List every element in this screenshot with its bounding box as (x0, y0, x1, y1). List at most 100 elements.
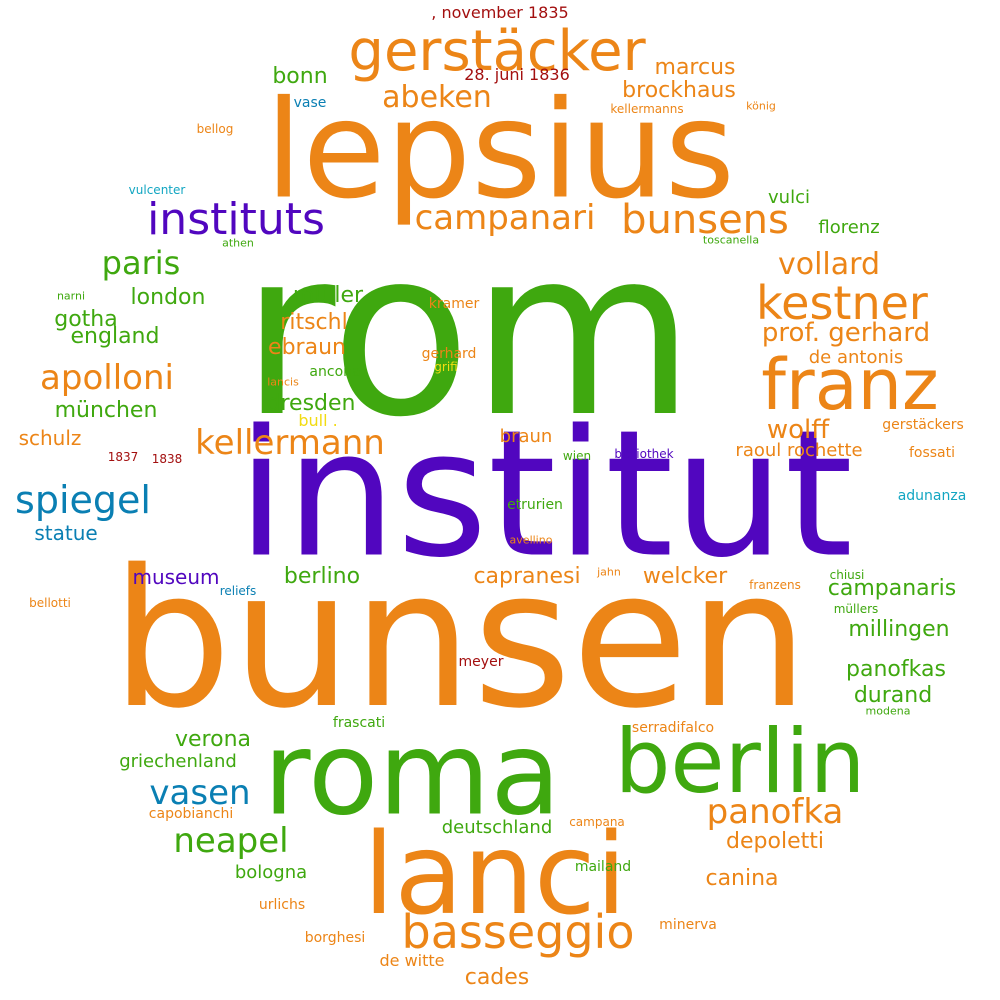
word-vasen: vasen (149, 773, 251, 813)
word-wolff: wolff (766, 415, 830, 445)
word-spiegel: spiegel (15, 478, 151, 522)
word-bibliothek: bibliothek (614, 447, 674, 461)
word-bunsen: bunsen (111, 529, 809, 750)
word-basseggio: basseggio (401, 905, 635, 959)
word-lanci: lanci (363, 810, 627, 940)
word-raoul-rochette: raoul rochette (735, 440, 863, 461)
word-gerstacker: gerstäcker (348, 19, 646, 84)
word-kellermann: kellermann (195, 423, 385, 463)
word-instituts: instituts (147, 194, 325, 245)
word-lancis: lancis (267, 375, 299, 389)
word-neapel: neapel (173, 821, 289, 861)
word-millingen: millingen (848, 617, 950, 642)
word-london: london (130, 285, 206, 310)
word-ancona: ancona (309, 364, 361, 380)
word-modena: modena (865, 704, 911, 718)
word-institut: institut (236, 393, 854, 597)
word-cades: cades (464, 965, 530, 990)
word-meyer: meyer (458, 654, 504, 670)
word-muller: müller (292, 283, 364, 308)
word-de-witte: de witte (379, 951, 445, 970)
word-panofkas: panofkas (846, 657, 946, 682)
word-kestner: kestner (756, 276, 928, 330)
word-braun: braun (499, 426, 553, 447)
word-lepsius: lepsius (265, 71, 735, 229)
word-apolloni: apolloni (40, 358, 174, 398)
word-november-1835: , november 1835 (431, 3, 569, 22)
word-england: england (70, 324, 160, 349)
word-statue: statue (34, 521, 98, 545)
word-florenz: florenz (818, 217, 880, 238)
word-dresden: dresden (266, 391, 356, 416)
word-toscanella: toscanella (702, 233, 760, 247)
word-minerva: minerva (659, 917, 717, 933)
word-bologna: bologna (234, 862, 308, 883)
word-wien: wien (562, 449, 592, 463)
word-narni: narni (56, 289, 86, 303)
word-franzens: franzens (749, 578, 801, 592)
word-depoletti: depoletti (726, 829, 824, 854)
word-panofka: panofka (706, 792, 844, 832)
word-28-juni-1836: 28. juni 1836 (464, 65, 570, 84)
word-frascati: frascati (332, 715, 386, 731)
word-munchen: münchen (54, 398, 158, 423)
word-grifi: grifi (434, 360, 458, 374)
word-gerhard: gerhard (421, 346, 477, 362)
word-fossati: fossati (908, 445, 956, 461)
word-adunanza: adunanza (897, 488, 967, 504)
word-marcus: marcus (654, 55, 736, 80)
word-mailand: mailand (574, 859, 632, 875)
word-konig: könig (746, 99, 776, 113)
word-urlichs: urlichs (258, 897, 306, 913)
word-griechenland: griechenland (119, 751, 237, 772)
word-canina: canina (705, 866, 779, 891)
word-mullers: müllers (833, 602, 879, 616)
word-welcker: welcker (642, 564, 728, 589)
word-franz: franz (761, 344, 939, 426)
word-abeken: abeken (382, 80, 492, 115)
word-athen: athen (222, 236, 254, 250)
word-capranesi: capranesi (473, 564, 581, 589)
word-campanaris: campanaris (827, 576, 957, 601)
word-bonn: bonn (272, 64, 328, 89)
word-de-antonis: de antonis (808, 347, 904, 368)
word-gerstackers: gerstäckers (882, 417, 964, 433)
word-avellino: avellino (509, 533, 553, 547)
word-brockhaus: brockhaus (622, 78, 736, 103)
word-1837: 1837 (107, 450, 139, 464)
word-campanari: campanari (414, 198, 596, 238)
word-gotha: gotha (54, 307, 118, 332)
word-rom: rom (240, 201, 696, 468)
word-serradifalco: serradifalco (631, 720, 715, 736)
word-etrurien: etrurien (507, 497, 563, 513)
word-vulci: vulci (768, 187, 810, 208)
word-berlin: berlin (614, 710, 866, 813)
word-1838: 1838 (151, 452, 183, 466)
word-schulz: schulz (18, 426, 82, 450)
word-museum: museum (132, 565, 220, 589)
word-berlino: berlino (283, 564, 361, 589)
word-kellermanns: kellermanns (610, 102, 684, 116)
word-bellog: bellog (196, 122, 234, 136)
word-kramer: kramer (428, 296, 480, 312)
word-vollard: vollard (777, 247, 881, 282)
word-deutschland: deutschland (441, 817, 553, 838)
word-bellotti: bellotti (29, 596, 71, 610)
word-roma: roma (263, 707, 561, 842)
word-ritschl: ritschl (280, 310, 348, 335)
word-campana: campana (569, 815, 625, 829)
word-chiusi: chiusi (829, 568, 865, 582)
word-verona: verona (174, 727, 252, 752)
word-prof-gerhard: prof. gerhard (761, 318, 931, 348)
word-vase: vase (293, 95, 327, 111)
word-bull: bull . (298, 411, 338, 430)
word-bunsens: bunsens (621, 197, 789, 243)
word-paris: paris (101, 244, 181, 282)
word-durand: durand (853, 683, 933, 708)
word-jahn: jahn (597, 565, 621, 579)
word-reliefs: reliefs (219, 584, 257, 598)
word-borghesi: borghesi (304, 930, 366, 946)
word-ebraun: ebraun (268, 335, 346, 360)
word-capobianchi: capobianchi (148, 806, 234, 822)
